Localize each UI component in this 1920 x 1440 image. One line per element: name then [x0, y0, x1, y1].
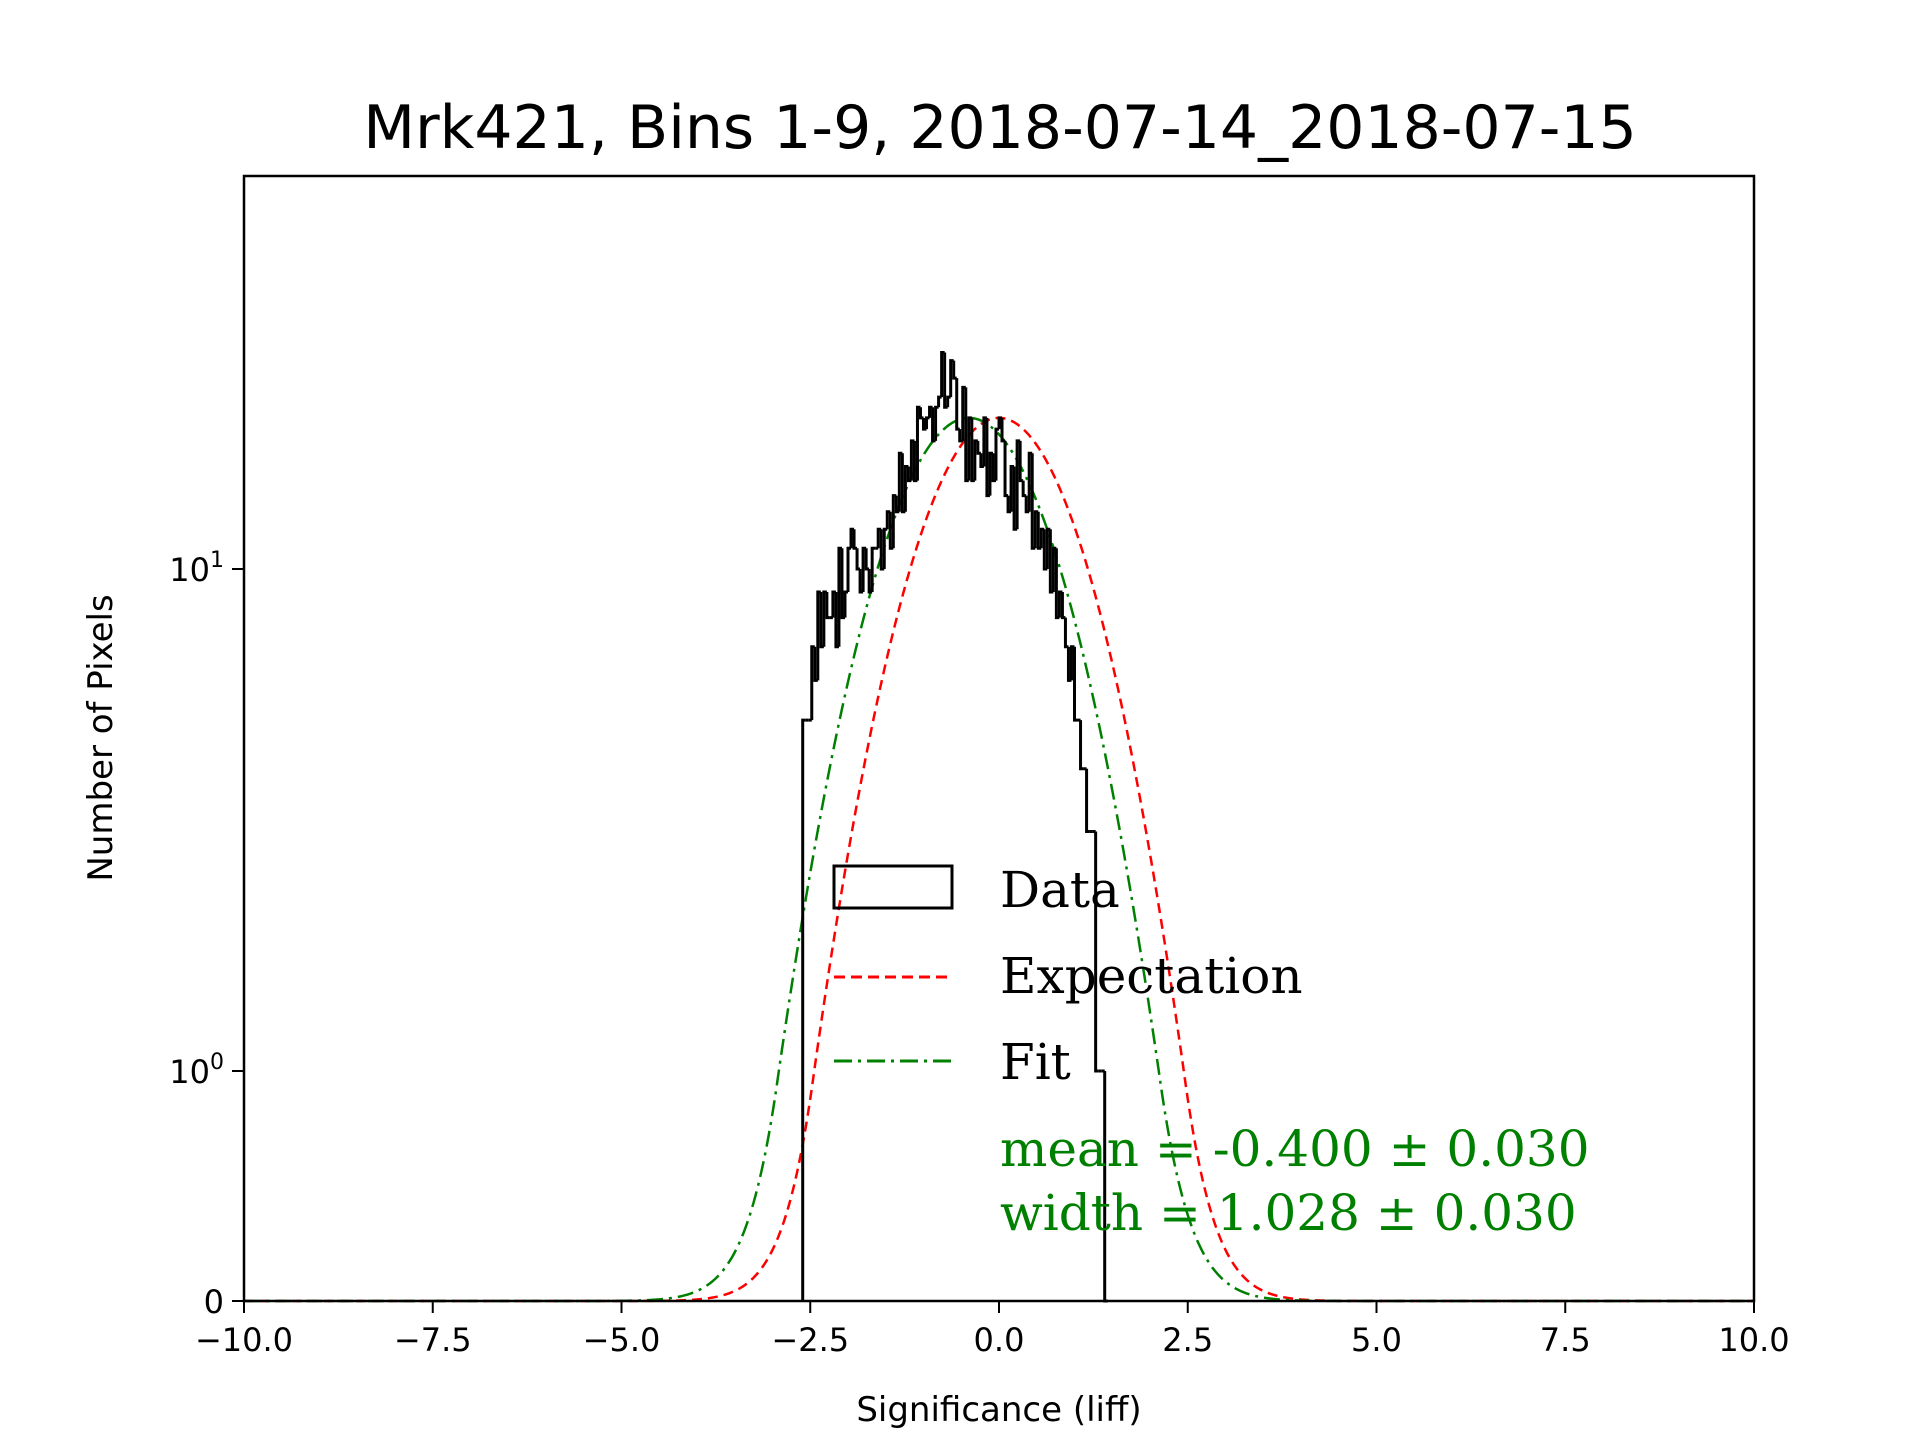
- legend-label-data: Data: [1000, 861, 1120, 919]
- histogram-bin: [1079, 720, 1084, 771]
- legend: Data Expectation Fit: [832, 861, 1303, 1091]
- histogram-bin: [1094, 831, 1099, 1073]
- x-tick-label: 5.0: [1351, 1321, 1402, 1359]
- y-tick-label: 100: [169, 1050, 224, 1091]
- legend-swatch-data: [832, 864, 954, 910]
- histogram-bin: [1073, 646, 1078, 722]
- x-tick-label: 0.0: [974, 1321, 1025, 1359]
- x-axis-label: Significance (liff): [856, 1390, 1141, 1430]
- fit-width-annotation: width = 1.028 ± 0.030: [1000, 1184, 1577, 1242]
- x-tick-label: −10.0: [195, 1321, 293, 1359]
- legend-label-fit: Fit: [1000, 1033, 1071, 1091]
- x-tick-label: 10.0: [1718, 1321, 1789, 1359]
- x-tick-label: −2.5: [771, 1321, 849, 1359]
- y-tick-label: 0: [204, 1283, 224, 1321]
- histogram-bin: [825, 591, 830, 620]
- x-tick-label: 2.5: [1162, 1321, 1213, 1359]
- histogram-bin: [1085, 768, 1090, 833]
- y-axis-label: Number of Pixels: [81, 594, 121, 881]
- histogram-bin: [801, 718, 806, 1301]
- histogram-bin: [870, 546, 876, 592]
- x-tick-label: −7.5: [394, 1321, 472, 1359]
- y-tick-label: 101: [169, 548, 224, 589]
- x-tick-label: −5.0: [583, 1321, 661, 1359]
- plot-frame: [242, 174, 1756, 1303]
- legend-label-expectation: Expectation: [1000, 947, 1303, 1005]
- histogram: [801, 350, 1108, 1303]
- x-tick-label: 7.5: [1540, 1321, 1591, 1359]
- axis-ticks: −10.0 −7.5 −5.0 −2.5 0.0 2.5 5.0 7.5 10.0 0 100 101: [169, 548, 1789, 1359]
- fit-mean-annotation: mean = -0.400 ± 0.030: [1000, 1120, 1590, 1178]
- chart-title: Mrk421, Bins 1-9, 2018-07-14_2018-07-15: [363, 93, 1637, 163]
